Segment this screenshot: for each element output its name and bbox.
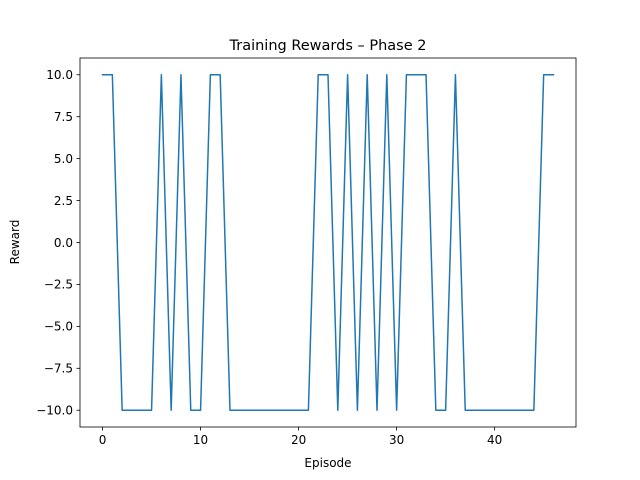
y-tick-label: −10.0 <box>36 404 73 418</box>
series-layer <box>101 74 555 411</box>
x-tick-label: 0 <box>99 433 107 447</box>
y-axis-label: Reward <box>8 220 22 265</box>
y-tick-label: 10.0 <box>46 68 73 82</box>
x-tick-label: 30 <box>389 433 404 447</box>
y-tick-label: −5.0 <box>44 320 73 334</box>
x-tick-label: 10 <box>193 433 208 447</box>
x-axis-ticks: 0 10 20 30 40 <box>99 427 502 447</box>
y-tick-label: 2.5 <box>54 194 73 208</box>
y-axis-ticks: −10.0 −7.5 −5.0 −2.5 0.0 2.5 5.0 7.5 10.0 <box>36 68 80 418</box>
x-tick-label: 40 <box>487 433 502 447</box>
chart-title: Training Rewards – Phase 2 <box>229 38 427 54</box>
y-tick-label: 0.0 <box>54 236 73 250</box>
x-tick-label: 20 <box>291 433 306 447</box>
y-tick-label: −2.5 <box>44 278 73 292</box>
y-tick-label: −7.5 <box>44 362 73 376</box>
series-line-1 <box>101 74 555 411</box>
x-axis-label: Episode <box>304 456 351 470</box>
y-tick-label: 5.0 <box>54 152 73 166</box>
y-tick-label: 7.5 <box>54 110 73 124</box>
